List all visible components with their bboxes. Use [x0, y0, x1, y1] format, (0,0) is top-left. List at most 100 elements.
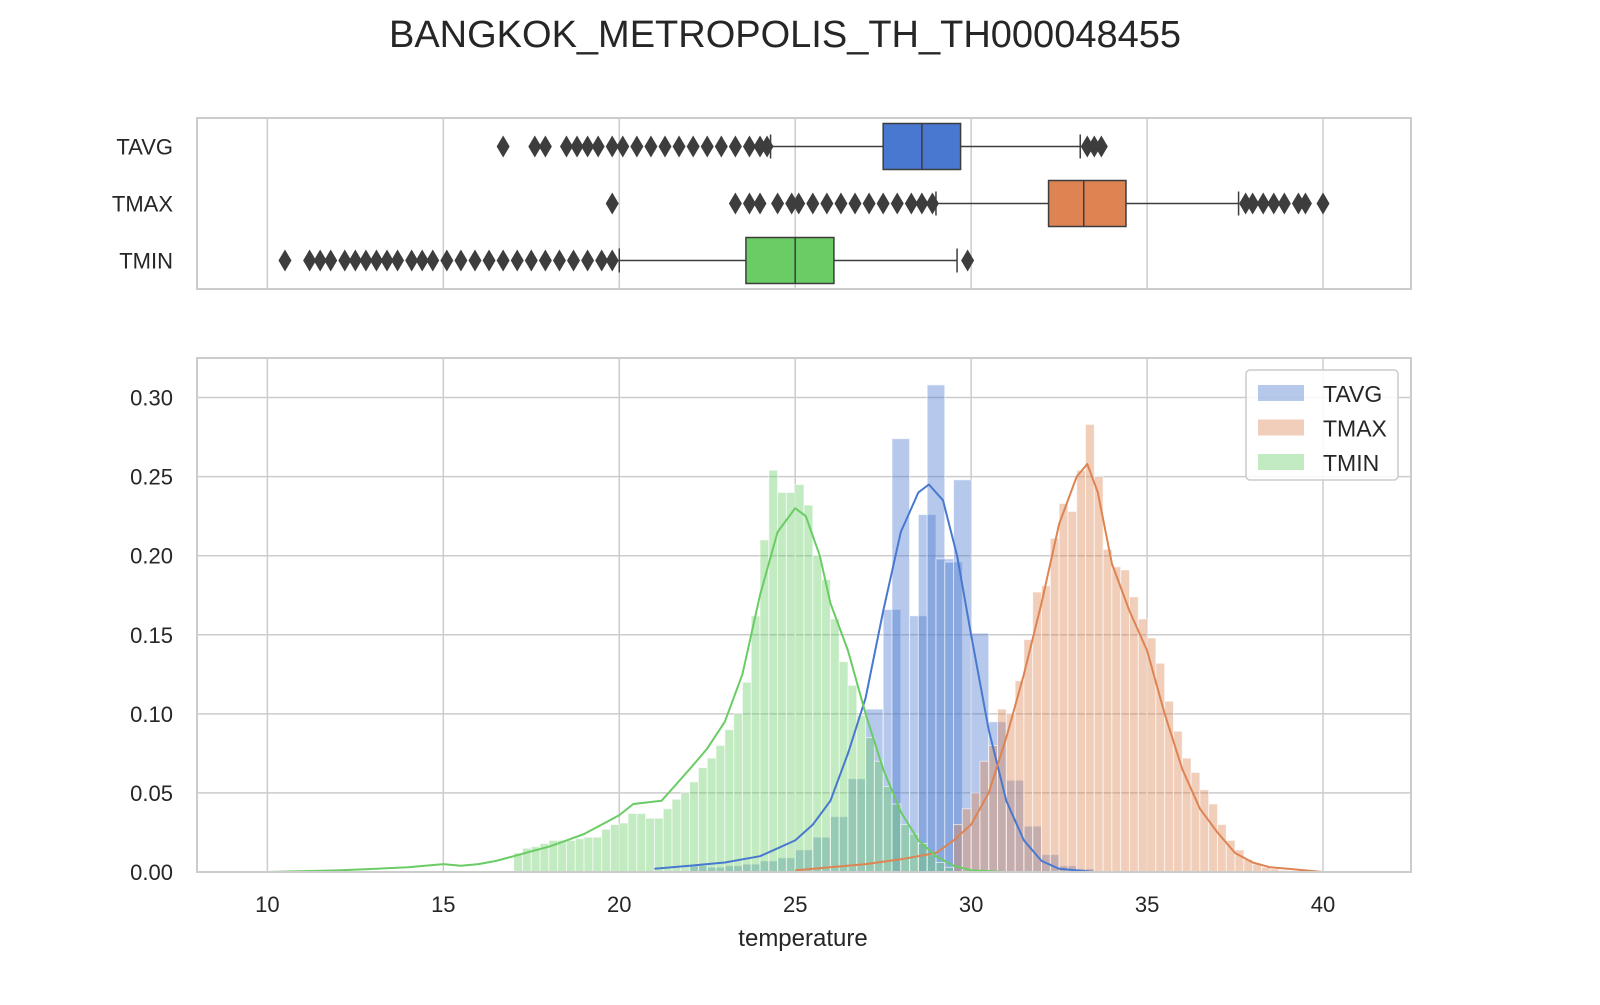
outlier-tmax-0	[605, 192, 619, 215]
bar-tmax-30	[1216, 824, 1227, 873]
outlier-tavg-14	[700, 135, 714, 158]
outlier-tmax-16	[925, 192, 939, 215]
outlier-tmax-24	[1316, 192, 1330, 215]
outlier-tmin-15	[468, 249, 482, 272]
y-tick-0: 0.00	[130, 860, 173, 885]
bar-tmin-13	[627, 812, 638, 873]
bar-tmin-24	[724, 729, 735, 873]
y-tick-labels: 0.00 0.05 0.10 0.15 0.20 0.25 0.30	[130, 386, 173, 885]
outlier-tmax-22	[1291, 192, 1305, 215]
outlier-tmin-4	[338, 249, 352, 272]
bar-tmin-39	[856, 714, 867, 873]
legend: TAVG TMAX TMIN	[1245, 369, 1399, 481]
bar-tmax-7	[1014, 680, 1025, 873]
box-label-tmin: TMIN	[119, 249, 173, 274]
boxplot-boxes	[278, 122, 1330, 285]
outlier-tmax-21	[1277, 192, 1291, 215]
outlier-tmax-3	[753, 192, 767, 215]
x-tick-20: 20	[607, 892, 631, 917]
outlier-tmax-5	[785, 192, 799, 215]
iqr-box-tmax	[1047, 179, 1127, 228]
bar-tmax-17	[1102, 548, 1113, 873]
outlier-tavg-11	[658, 135, 672, 158]
x-tick-25: 25	[783, 892, 807, 917]
outlier-tmin-21	[552, 249, 566, 272]
bar-tmax-4	[988, 744, 999, 873]
y-tick-0-1: 0.10	[130, 702, 173, 727]
outlier-tmin-19	[524, 249, 538, 272]
outlier-tmax-13	[890, 192, 904, 215]
legend-label-tavg: TAVG	[1323, 381, 1382, 407]
bar-tmin-43	[891, 803, 902, 873]
bar-tmin-8	[583, 836, 594, 873]
kde-line-tmin	[267, 507, 1007, 873]
bar-tmin-33	[803, 504, 814, 873]
outlier-tmax-17	[1239, 192, 1253, 215]
outlier-tmin-22	[567, 249, 581, 272]
histogram-frame	[196, 357, 1412, 873]
bar-tmin-48	[935, 862, 946, 873]
bar-tmin-21	[697, 767, 708, 873]
outlier-tmax-12	[876, 192, 890, 215]
bar-tmax-8	[1023, 639, 1034, 873]
bar-tmax-12	[1058, 503, 1069, 873]
box-label-tavg: TAVG	[116, 135, 173, 160]
bar-tmin-31	[785, 491, 796, 873]
outlier-tmin-18	[510, 249, 524, 272]
bar-tmax-3	[979, 760, 990, 873]
outlier-tavg-13	[686, 135, 700, 158]
outlier-tavg-21	[1087, 135, 1101, 158]
outlier-tavg-2	[538, 135, 552, 158]
bar-tmax-18	[1111, 566, 1122, 873]
kde-lines	[267, 463, 1324, 873]
outlier-tavg-19	[760, 135, 774, 158]
bar-tmax-22	[1146, 637, 1157, 873]
outlier-tmin-20	[538, 249, 552, 272]
outlier-tavg-4	[570, 135, 584, 158]
x-tick-15: 15	[431, 892, 455, 917]
outlier-tmin-5	[348, 249, 362, 272]
outlier-tavg-17	[742, 135, 756, 158]
outlier-tavg-0	[496, 135, 510, 158]
bar-tmin-16	[653, 817, 664, 873]
bar-tmax-5	[997, 708, 1007, 873]
bar-tmin-5	[557, 839, 567, 873]
bar-tmax-27	[1190, 771, 1201, 873]
y-tick-0-25: 0.25	[130, 465, 173, 490]
bar-tmin-6	[565, 839, 576, 873]
outlier-tavg-16	[728, 135, 742, 158]
outlier-tmax-8	[820, 192, 834, 215]
chart-title: BANGKOK_METROPOLIS_TH_TH000048455	[389, 14, 1181, 56]
outlier-tmin-24	[595, 249, 609, 272]
bar-tmax-29	[1208, 803, 1218, 873]
bar-tmin-23	[715, 744, 726, 873]
outlier-tmax-20	[1267, 192, 1281, 215]
outlier-tmin-7	[369, 249, 383, 272]
outlier-tavg-8	[616, 135, 630, 158]
bar-tmin-17	[662, 808, 673, 873]
histogram-bars	[513, 384, 1289, 873]
bar-tmax-2	[970, 792, 981, 873]
outlier-tmax-10	[848, 192, 862, 215]
outlier-tmax-18	[1246, 192, 1260, 215]
outlier-tavg-9	[630, 135, 644, 158]
x-tick-labels: 10 15 20 25 30 35 40	[255, 892, 1335, 917]
outlier-tavg-12	[672, 135, 686, 158]
bar-tmin-44	[900, 824, 911, 873]
y-tick-0-05: 0.05	[130, 781, 173, 806]
x-axis-label: temperature	[738, 925, 867, 952]
bar-tmax-28	[1199, 789, 1210, 873]
bar-tmin-26	[741, 681, 752, 873]
x-tick-40: 40	[1311, 892, 1335, 917]
bar-tmin-12	[618, 822, 629, 873]
histogram-panel: 0.00 0.05 0.10 0.15 0.20 0.25 0.30 10 15 20 25 30 3…	[130, 357, 1412, 952]
bar-tmax-15	[1085, 423, 1095, 873]
bar-tmin-34	[812, 555, 823, 873]
outlier-tmin-0	[278, 249, 292, 272]
x-tick-35: 35	[1135, 892, 1159, 917]
outlier-tmin-16	[482, 249, 496, 272]
bar-tmin-15	[645, 817, 655, 873]
bars-tavg	[689, 384, 1095, 873]
boxplot-category-labels: TAVG TMAX TMIN	[112, 135, 173, 274]
